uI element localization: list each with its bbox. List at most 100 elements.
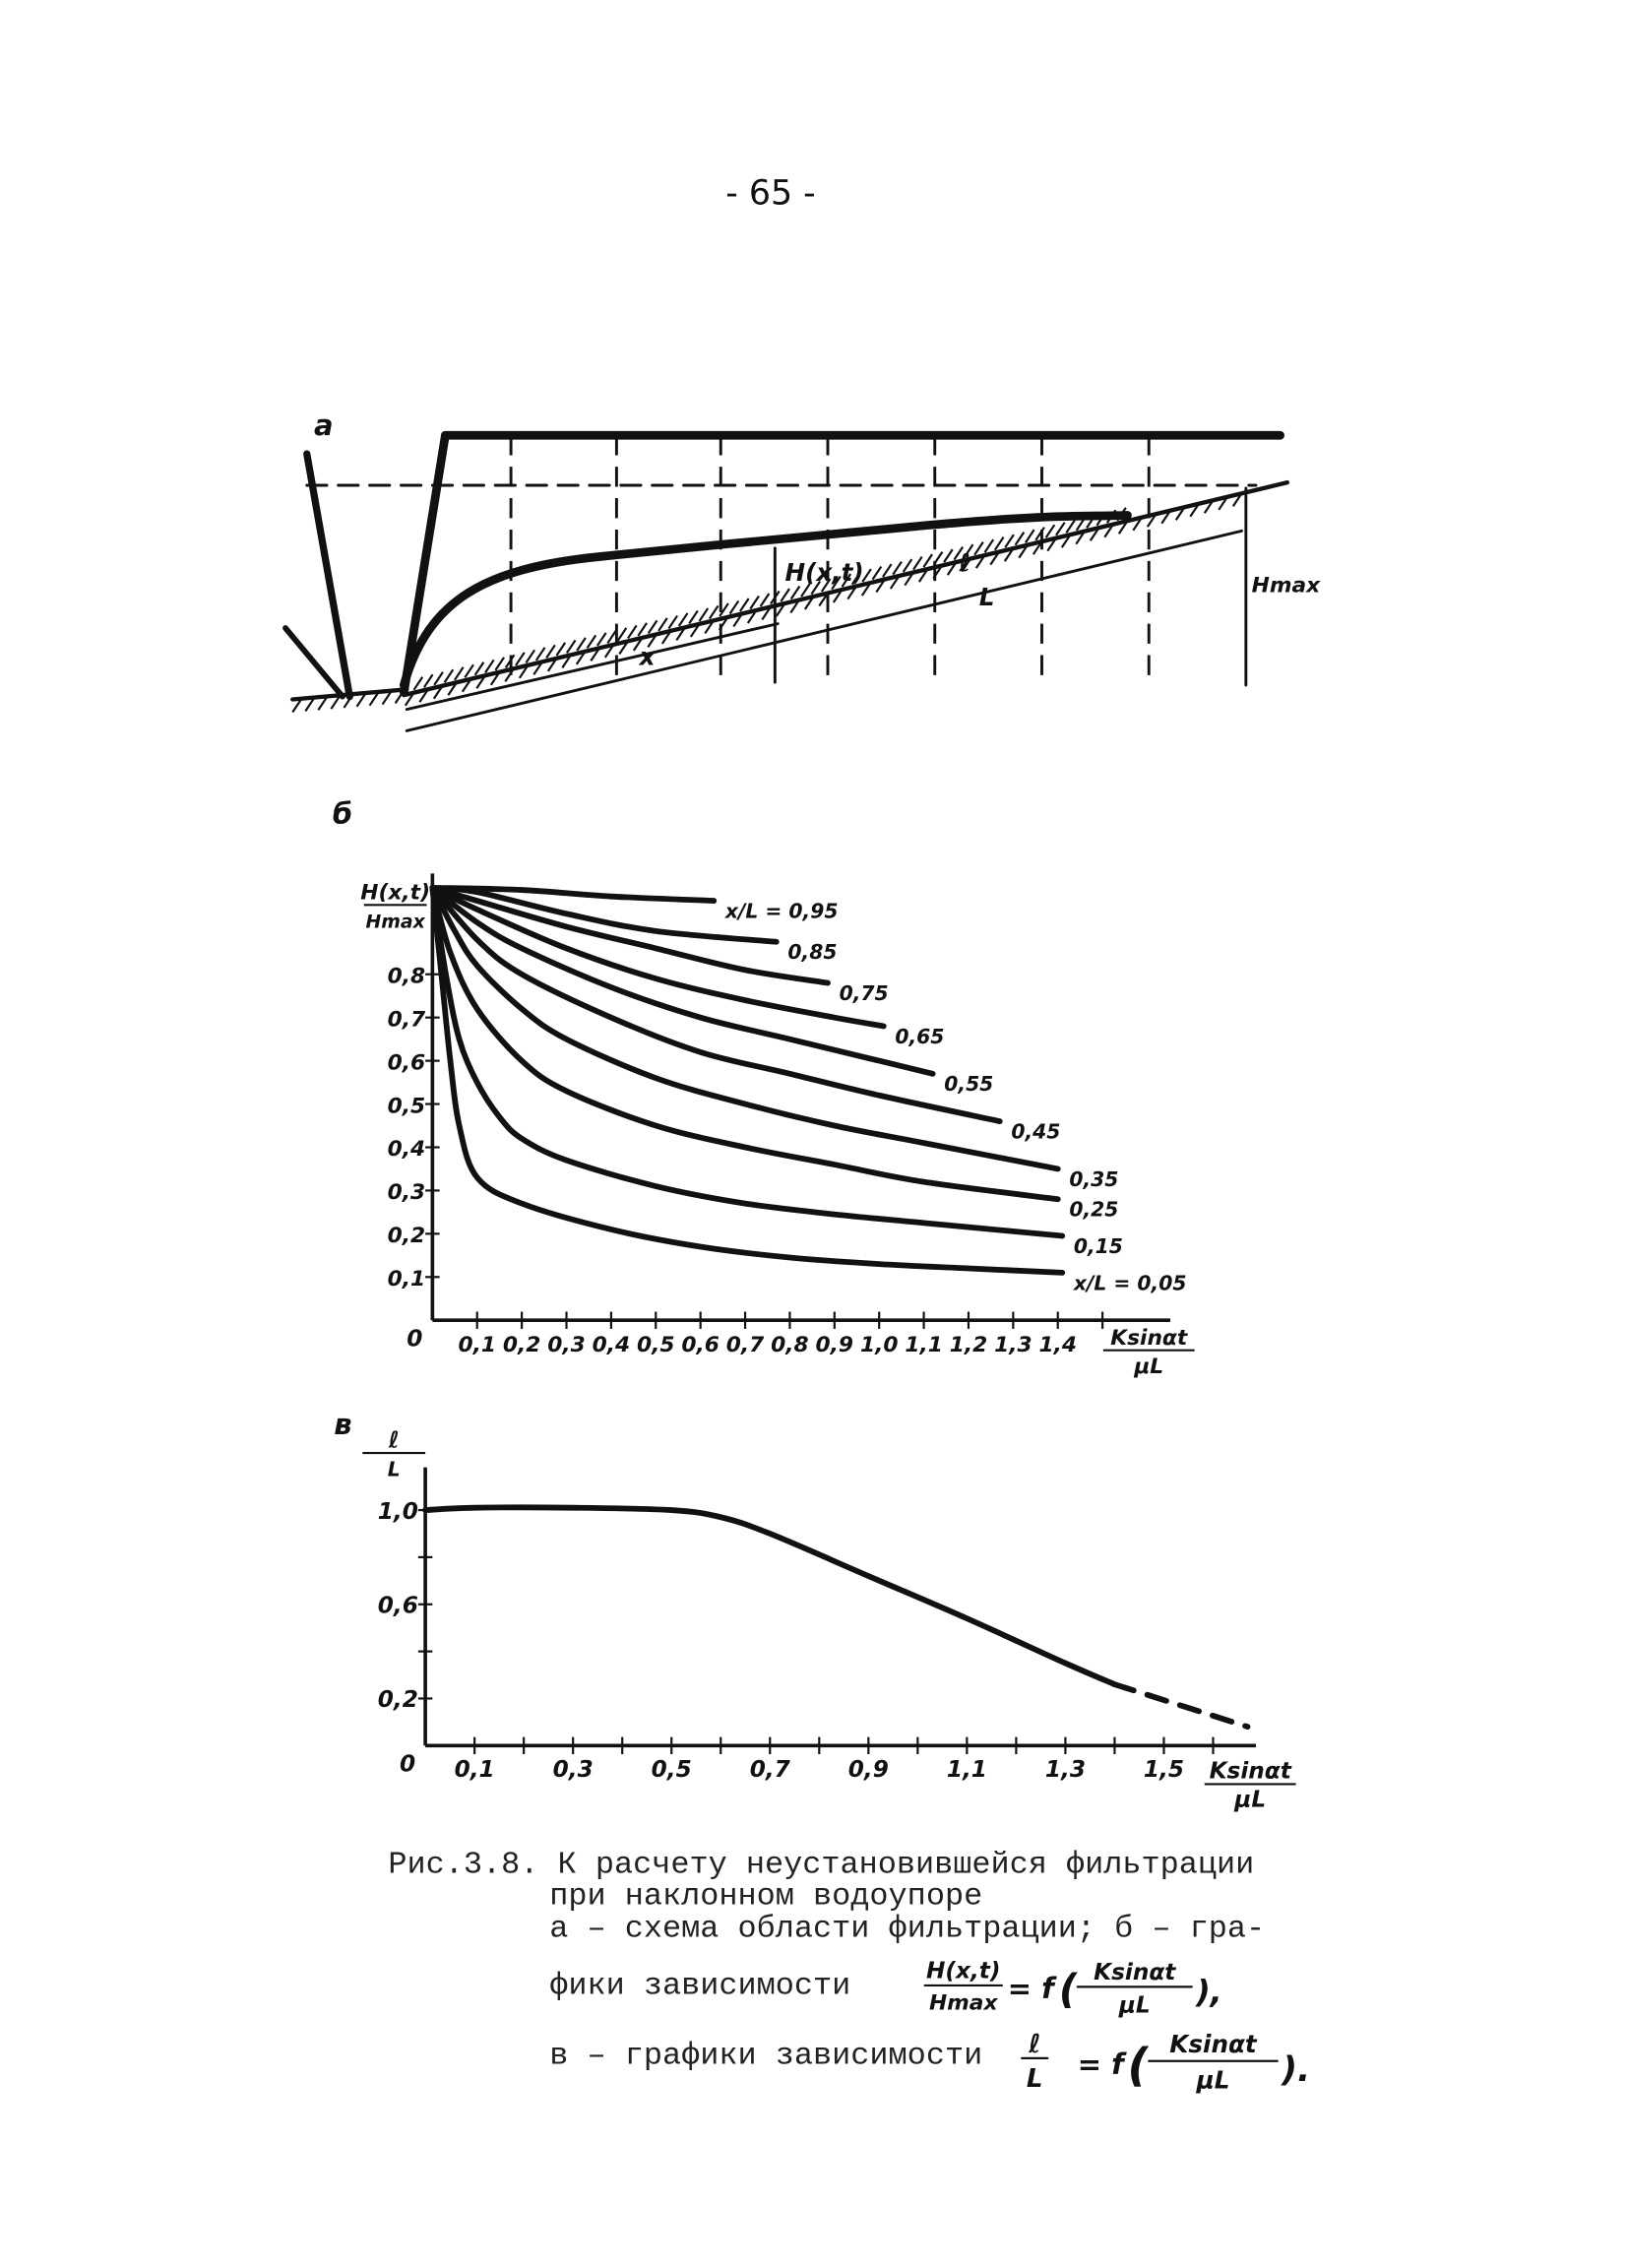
hatch-mark <box>882 563 893 578</box>
x-tick-label: 1,1 <box>905 1333 943 1357</box>
hatch-mark <box>841 573 852 588</box>
hatch-mark <box>647 619 658 635</box>
ground-hatch-mark <box>532 661 543 675</box>
y-tick-label: 0,1 <box>388 1267 426 1292</box>
x-tick-label: 0,4 <box>593 1333 631 1357</box>
series-line <box>429 884 1066 1239</box>
f1-end: ), <box>1195 1973 1222 2010</box>
hatch-mark <box>892 560 903 576</box>
series-line <box>429 884 718 904</box>
hatch-mark <box>810 580 822 596</box>
f2-equals: = f <box>1078 2048 1127 2081</box>
ground-hatch-mark <box>317 696 328 711</box>
hatch-mark <box>637 622 648 637</box>
chart-b-head-ratio: б 0 0,1 0,2 0,3 0,4 0,5 0,6 0,7 0,8 0,9 1,0 1,1 1,2 1… <box>333 797 1195 1379</box>
ground-hatch-mark <box>1132 517 1143 532</box>
ground-hatch-mark <box>647 633 657 649</box>
hatch-mark <box>616 627 628 642</box>
ground-hatch-mark <box>368 692 380 707</box>
series-label: 0,25 <box>1069 1198 1118 1222</box>
hatch-mark <box>525 649 536 663</box>
ground-hatch-mark <box>330 695 342 710</box>
ground-hatch-mark <box>355 693 367 708</box>
aquiclude-slope <box>402 479 1290 698</box>
ground-hatch-mark <box>746 609 758 624</box>
ground-hatch-mark <box>618 640 629 655</box>
x-axis-label-denominator: μL <box>1133 1354 1163 1379</box>
hatch-mark <box>454 666 465 681</box>
ground-hatch-mark <box>504 667 515 682</box>
ground-hatch-mark <box>304 697 315 712</box>
page-number: - 65 - <box>725 173 815 213</box>
hatch-mark <box>719 602 729 617</box>
ground-hatch-mark <box>1089 527 1100 541</box>
caption-formula-2: ℓ L = f ( Ksinαt μL ). <box>1021 2030 1310 2094</box>
ground-hatch-mark <box>1231 492 1243 507</box>
ground-hatch-mark <box>1203 499 1215 514</box>
ground-hatch-mark <box>1060 534 1072 548</box>
f2-numerator: ℓ <box>1028 2030 1040 2059</box>
ground-hatch-mark <box>590 647 600 662</box>
hatch-mark <box>596 632 607 647</box>
hatch-mark <box>973 541 984 556</box>
ground-hatch-mark <box>489 671 501 686</box>
series-label: 0,85 <box>787 940 837 964</box>
f1-denominator: Hmax <box>929 1991 999 2016</box>
y-tick-label: 0,2 <box>378 1686 418 1713</box>
hatch-mark <box>464 663 474 678</box>
hatch-mark <box>922 553 933 568</box>
hatch-mark <box>515 652 526 666</box>
ground-hatch-mark <box>675 626 686 642</box>
ground-hatch-mark <box>432 685 444 700</box>
ground-hatch-mark <box>932 564 943 580</box>
ground-hatch-mark <box>575 651 587 665</box>
hatch-mark <box>861 568 872 583</box>
hatch-mark <box>586 634 597 650</box>
hatch-mark <box>688 609 699 625</box>
series-label: 0,65 <box>895 1025 944 1048</box>
ground-hatch-mark <box>917 568 929 583</box>
ground-hatch-mark <box>803 596 815 610</box>
series-line <box>429 884 1061 1203</box>
ground-hatch-mark <box>381 690 393 706</box>
hatch-mark <box>728 599 740 615</box>
series-label: x/L = 0,05 <box>1073 1271 1187 1294</box>
hatch-mark <box>576 637 587 652</box>
hatch-mark <box>800 583 811 598</box>
x-tick-label: 0,9 <box>848 1756 889 1783</box>
panel-label-a: а <box>314 409 334 442</box>
caption-formula-1: H(x,t) Hmax = f ( Ksinαt μL ), <box>923 1958 1222 2018</box>
y-tick-label: 0,6 <box>388 1050 426 1075</box>
origin-label: 0 <box>400 1750 415 1777</box>
hatch-mark <box>983 538 995 553</box>
figure-caption: Рис.3.8. К расчету неустановившейся филь… <box>388 1846 1310 2094</box>
x-axis-label-numerator: Ksinαt <box>1110 1326 1189 1351</box>
L-dimension-line <box>405 529 1243 732</box>
x-tick-label: 0,6 <box>681 1333 720 1357</box>
series-line <box>429 884 831 986</box>
series-line <box>429 884 1003 1125</box>
ground-hatch-mark <box>1103 524 1114 538</box>
hatch-mark <box>932 550 944 566</box>
hatch-mark <box>963 543 974 558</box>
series-line <box>429 884 1061 1172</box>
hatch-mark <box>565 639 577 654</box>
hatch-mark <box>534 647 546 662</box>
f2-end: ). <box>1281 2050 1310 2090</box>
x-tick-label: 1,0 <box>860 1333 899 1357</box>
ground-hatch-mark <box>875 578 886 594</box>
ground-hatch-mark <box>632 637 644 652</box>
x-axis-label-denominator: μL <box>1233 1787 1266 1813</box>
ground-hatch-mark <box>1046 537 1057 552</box>
x-tick-label: 0,7 <box>750 1756 791 1783</box>
x-tick-label: 0,8 <box>771 1333 809 1357</box>
ground-hatch-mark <box>689 623 701 638</box>
ground-hatch-mark <box>789 598 800 614</box>
L-label: L <box>979 583 995 611</box>
hatch-mark <box>850 570 862 586</box>
hatch-mark <box>412 676 424 691</box>
hatch-mark <box>1014 532 1026 546</box>
ground-hatch-mark <box>404 692 415 707</box>
ground-hatch-mark <box>461 678 472 693</box>
ground-hatch-mark <box>660 630 672 645</box>
